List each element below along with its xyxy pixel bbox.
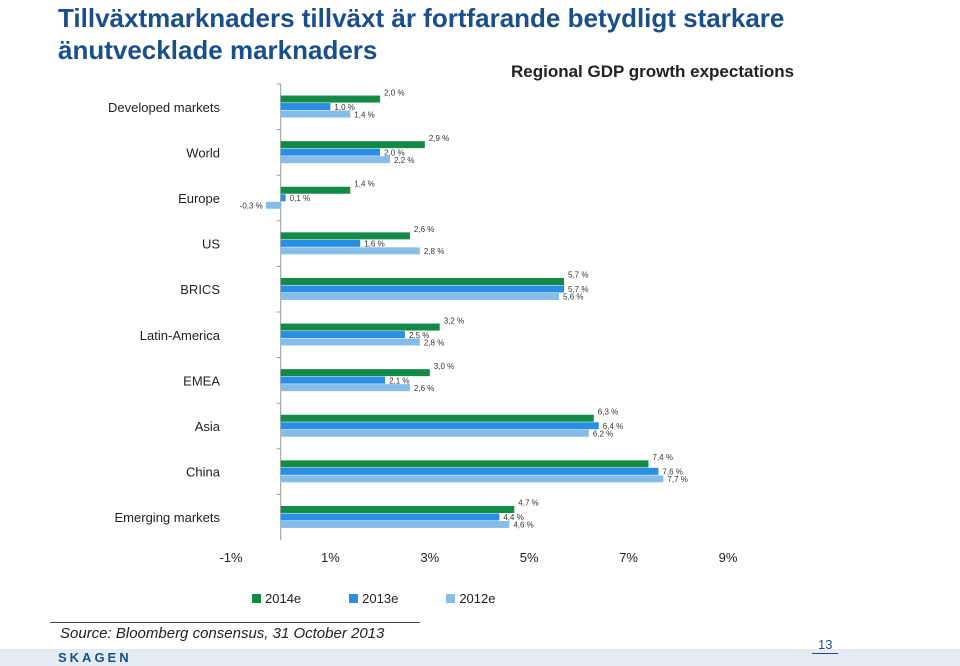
skagen-logo: SKAGEN (58, 650, 132, 665)
bar-2012e-8 (280, 475, 664, 483)
category-label: US (202, 237, 220, 252)
category-label: Europe (178, 191, 220, 206)
x-tick-label: 3% (420, 550, 439, 565)
legend-item-2012e: 2012e (446, 591, 495, 606)
bar-2012e-3 (280, 247, 420, 255)
legend-item-2014e: 2014e (252, 591, 301, 606)
data-label-2014e-1: 2,9 % (429, 134, 449, 143)
bar-2012e-7 (280, 429, 589, 437)
data-label-2013e-8: 7,6 % (662, 468, 682, 477)
data-label-2014e-5: 3,2 % (444, 316, 464, 325)
bar-2014e-9 (280, 505, 515, 513)
data-label-2013e-1: 2,0 % (384, 148, 404, 157)
bar-2012e-0 (280, 110, 351, 118)
bar-2013e-2 (280, 194, 286, 202)
bar-2013e-8 (280, 467, 659, 475)
data-label-2014e-7: 6,3 % (598, 408, 618, 417)
data-label-2014e-6: 3,0 % (434, 362, 454, 371)
bar-2012e-5 (280, 338, 420, 346)
category-label: BRICS (180, 282, 220, 297)
x-tick-label: -1% (219, 550, 243, 565)
data-label-2014e-2: 1,4 % (354, 180, 374, 189)
bar-2014e-1 (280, 141, 425, 149)
data-label-2012e-9: 4,6 % (513, 521, 533, 530)
source-divider (50, 622, 420, 623)
legend-swatch-2013e (349, 594, 359, 603)
data-label-2014e-9: 4,7 % (518, 499, 538, 508)
x-tick-label: 9% (719, 550, 738, 565)
legend-label-2014e: 2014e (265, 591, 302, 606)
data-label-2013e-9: 4,4 % (503, 513, 523, 522)
bar-2013e-1 (280, 148, 381, 156)
page-number: 13 (812, 637, 839, 654)
category-label: China (186, 465, 221, 480)
legend-label-2012e: 2012e (459, 591, 496, 606)
data-label-2013e-5: 2,5 % (409, 331, 429, 340)
bar-2014e-7 (280, 414, 594, 422)
data-label-2012e-7: 6,2 % (593, 430, 613, 439)
bar-2014e-2 (280, 186, 351, 194)
category-label: EMEA (183, 373, 220, 388)
data-label-2012e-1: 2,2 % (394, 156, 414, 165)
footer-band (0, 649, 960, 666)
bar-2014e-6 (280, 369, 430, 377)
data-label-2013e-7: 6,4 % (603, 422, 623, 431)
category-label: World (186, 145, 220, 160)
legend-swatch-2012e (446, 594, 456, 603)
data-label-2012e-8: 7,7 % (667, 475, 687, 484)
legend-item-2013e: 2013e (349, 591, 398, 606)
data-label-2014e-4: 5,7 % (568, 271, 588, 280)
bar-2013e-3 (280, 239, 361, 247)
bar-2012e-6 (280, 384, 410, 392)
data-label-2012e-4: 5,6 % (563, 293, 583, 302)
data-label-2014e-0: 2,0 % (384, 88, 404, 97)
bar-2012e-1 (280, 156, 391, 164)
bar-2014e-5 (280, 323, 440, 331)
data-label-2012e-6: 2,6 % (414, 384, 434, 393)
bar-2012e-4 (280, 292, 560, 300)
data-label-2012e-3: 2,8 % (424, 247, 444, 256)
bar-2013e-6 (280, 376, 386, 384)
data-label-2012e-5: 2,8 % (424, 338, 444, 347)
bar-2012e-9 (280, 520, 510, 528)
chart-title: Regional GDP growth expectations (511, 62, 795, 81)
x-tick-label: 5% (520, 550, 539, 565)
data-label-2012e-2: -0,3 % (240, 202, 263, 211)
source-note: Source: Bloomberg consensus, 31 October … (60, 625, 385, 642)
bar-2013e-7 (280, 422, 599, 430)
bar-2013e-4 (280, 285, 564, 293)
data-label-2013e-2: 0,1 % (290, 194, 310, 203)
data-label-2013e-0: 1,0 % (334, 103, 354, 112)
category-label: Latin-America (140, 328, 221, 343)
slide-title: Tillväxtmarknaders tillväxt är fortfaran… (58, 3, 785, 65)
bar-2013e-9 (280, 513, 500, 521)
data-label-2014e-8: 7,4 % (652, 453, 672, 462)
bar-2013e-5 (280, 331, 405, 339)
data-label-2013e-6: 2,1 % (389, 376, 409, 385)
x-tick-label: 1% (321, 550, 340, 565)
category-label: Developed markets (108, 100, 220, 115)
legend-swatch-2014e (252, 594, 261, 603)
data-label-2013e-3: 1,6 % (364, 240, 384, 249)
x-tick-label: 7% (619, 550, 638, 565)
bar-2014e-4 (280, 277, 564, 285)
chart-legend: 2014e 2013e 2012e (252, 591, 543, 606)
bar-2012e-2 (265, 201, 281, 209)
data-label-2014e-3: 2,6 % (414, 225, 434, 234)
category-label: Emerging markets (115, 510, 221, 525)
bar-2014e-3 (280, 232, 410, 240)
bar-2013e-0 (280, 103, 331, 111)
data-label-2012e-0: 1,4 % (354, 110, 374, 119)
category-label: Asia (195, 419, 221, 434)
bar-2014e-0 (280, 95, 381, 103)
data-label-2013e-4: 5,7 % (568, 285, 588, 294)
legend-label-2013e: 2013e (362, 591, 399, 606)
bar-2014e-8 (280, 460, 649, 468)
